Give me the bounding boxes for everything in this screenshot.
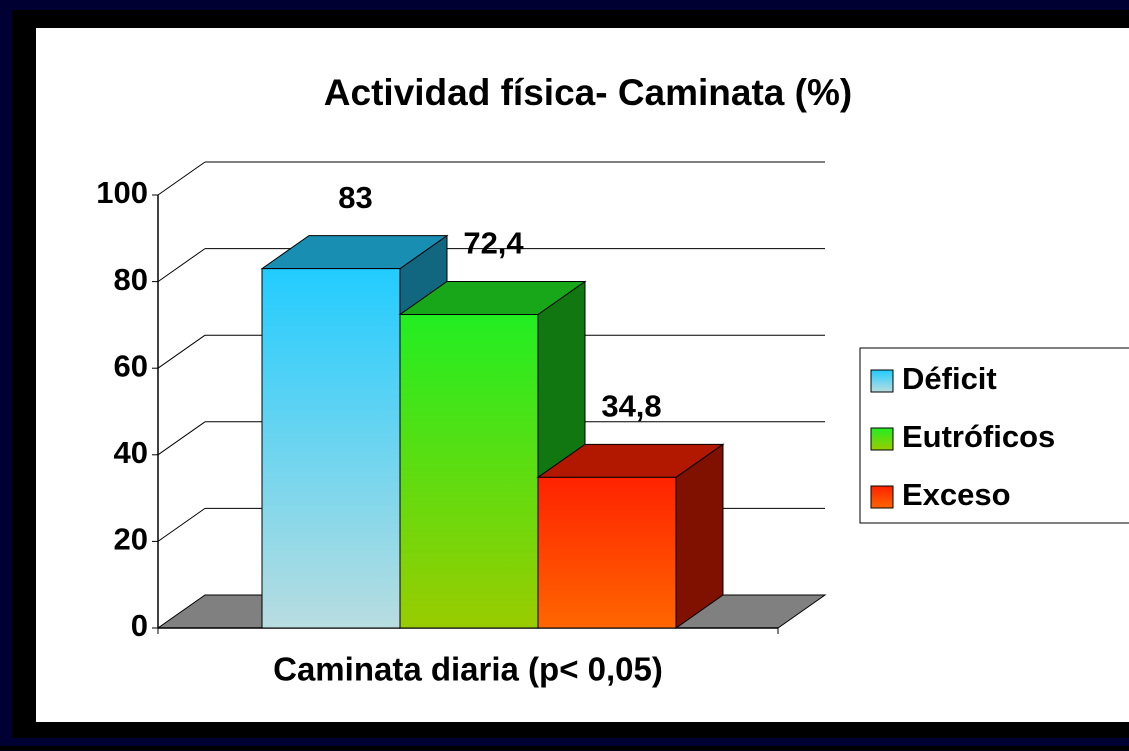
- legend-label: Eutróficos: [902, 419, 1055, 454]
- legend-swatch: [870, 427, 894, 451]
- y-tick-label: 80: [114, 262, 148, 297]
- y-tick-label: 40: [114, 435, 148, 470]
- legend-label: Exceso: [902, 477, 1011, 512]
- grid-line-side: [157, 507, 206, 542]
- grid-line-side: [157, 248, 206, 283]
- y-tick-label: 100: [96, 175, 148, 210]
- grid-line-side: [157, 421, 206, 456]
- legend-label: Déficit: [902, 361, 997, 396]
- bar: [537, 476, 677, 629]
- y-tick-label: 60: [114, 348, 148, 383]
- grid-line-side: [157, 161, 206, 196]
- bar: [261, 268, 401, 629]
- y-tick-label: 0: [131, 608, 148, 643]
- legend-swatch: [870, 369, 894, 393]
- value-label: 34,8: [601, 389, 661, 424]
- chart-title: Actividad física- Caminata (%): [324, 72, 852, 113]
- x-category-label: Caminata diaria (p< 0,05): [273, 651, 663, 688]
- value-label: 83: [338, 180, 372, 215]
- bar: [399, 314, 539, 629]
- grid-line-side: [157, 334, 206, 369]
- value-label: 72,4: [463, 226, 524, 261]
- legend: [859, 347, 1129, 524]
- legend-swatch: [870, 485, 894, 509]
- y-tick-label: 20: [114, 522, 148, 557]
